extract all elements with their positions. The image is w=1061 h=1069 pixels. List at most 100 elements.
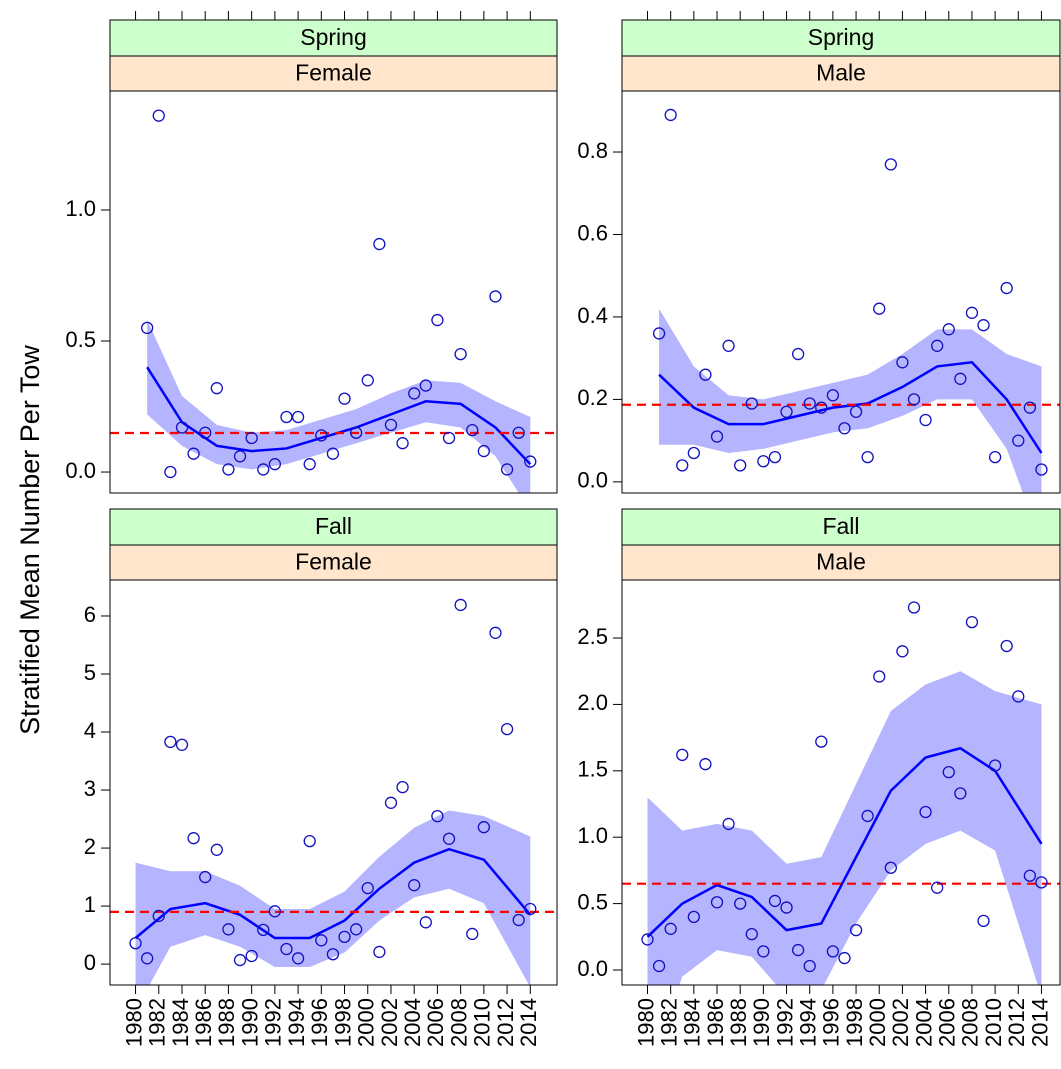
x-tick-label: 1986 bbox=[191, 998, 216, 1047]
data-point bbox=[233, 450, 247, 463]
x-tick-label: 2014 bbox=[516, 998, 541, 1047]
x-tick-label: 2000 bbox=[865, 998, 890, 1047]
season-label: Fall bbox=[822, 513, 859, 539]
x-tick-label: 1982 bbox=[145, 998, 170, 1047]
season-label: Spring bbox=[300, 24, 366, 50]
data-point bbox=[384, 796, 398, 809]
data-point bbox=[442, 431, 456, 445]
x-tick-label: 1998 bbox=[330, 998, 355, 1047]
season-label: Fall bbox=[315, 513, 352, 539]
data-point bbox=[512, 913, 525, 927]
x-tick-label: 1984 bbox=[680, 998, 705, 1047]
data-point bbox=[1000, 281, 1013, 295]
data-point bbox=[1035, 463, 1048, 476]
x-tick-label: 1980 bbox=[121, 998, 146, 1047]
data-point bbox=[965, 306, 979, 319]
data-point bbox=[780, 901, 793, 914]
season-strip bbox=[621, 19, 1061, 57]
data-point bbox=[1012, 690, 1025, 703]
data-point bbox=[361, 374, 374, 387]
data-point bbox=[954, 372, 967, 385]
data-point bbox=[745, 927, 758, 941]
data-point bbox=[408, 387, 421, 400]
x-tick-label: 2006 bbox=[423, 998, 448, 1047]
data-point bbox=[977, 914, 990, 928]
x-tick-label: 2004 bbox=[911, 998, 936, 1047]
y-tick-label: 1 bbox=[84, 892, 96, 917]
data-point bbox=[652, 327, 666, 340]
data-point bbox=[175, 738, 189, 751]
sex-label: Male bbox=[816, 549, 866, 575]
sex-label: Female bbox=[295, 60, 372, 86]
data-point bbox=[722, 817, 735, 831]
x-tick-label: 1984 bbox=[168, 998, 193, 1047]
data-point bbox=[233, 953, 247, 967]
x-tick-label: 2002 bbox=[888, 998, 913, 1047]
data-point bbox=[524, 902, 537, 916]
x-tick-label: 1992 bbox=[772, 998, 797, 1047]
data-point bbox=[919, 413, 932, 427]
panel-border bbox=[109, 579, 558, 986]
panel-border bbox=[621, 90, 1061, 494]
y-tick-label: 0.2 bbox=[577, 385, 608, 410]
panel-plot bbox=[622, 108, 1060, 493]
y-tick-label: 0.5 bbox=[577, 889, 608, 914]
data-point bbox=[849, 405, 863, 418]
data-point bbox=[791, 347, 805, 361]
x-tick-label: 1990 bbox=[749, 998, 774, 1047]
data-point bbox=[442, 832, 456, 845]
data-point bbox=[291, 410, 305, 424]
y-tick-label: 0.0 bbox=[65, 458, 96, 483]
season-label: Spring bbox=[808, 24, 874, 50]
data-point bbox=[826, 945, 840, 958]
data-point bbox=[734, 459, 747, 472]
y-tick-label: 2 bbox=[84, 834, 96, 859]
data-point bbox=[977, 319, 990, 332]
data-point bbox=[431, 810, 444, 823]
data-point bbox=[873, 670, 886, 683]
x-tick-label: 1994 bbox=[796, 998, 821, 1047]
data-point bbox=[641, 933, 654, 946]
data-point bbox=[919, 805, 932, 819]
panel-plot bbox=[110, 598, 557, 985]
y-tick-label: 5 bbox=[84, 660, 96, 685]
y-tick-label: 0.5 bbox=[65, 327, 96, 352]
sex-strip bbox=[109, 55, 558, 92]
x-tick-label: 2006 bbox=[935, 998, 960, 1047]
data-point bbox=[315, 934, 328, 947]
confidence-band bbox=[647, 671, 1042, 985]
data-point bbox=[164, 465, 177, 479]
data-point bbox=[699, 758, 712, 771]
data-point bbox=[349, 923, 363, 936]
data-point bbox=[664, 108, 677, 122]
data-point bbox=[408, 879, 421, 892]
data-point bbox=[326, 948, 340, 961]
data-point bbox=[687, 446, 700, 460]
y-tick-label: 1.0 bbox=[65, 196, 96, 221]
panel-border bbox=[109, 90, 558, 494]
data-point bbox=[907, 393, 921, 406]
sex-strip bbox=[109, 544, 558, 581]
data-point bbox=[722, 339, 735, 352]
x-tick-label: 2008 bbox=[446, 998, 471, 1047]
data-point bbox=[1023, 869, 1037, 882]
data-point bbox=[373, 945, 386, 959]
data-point bbox=[710, 896, 724, 909]
data-point bbox=[710, 430, 724, 443]
data-point bbox=[988, 759, 1002, 772]
season-strip bbox=[621, 508, 1061, 546]
data-point bbox=[303, 458, 316, 471]
data-point bbox=[896, 645, 909, 658]
data-point bbox=[419, 916, 432, 929]
data-point bbox=[199, 870, 212, 884]
season-strip bbox=[109, 508, 558, 546]
data-point bbox=[222, 463, 235, 476]
panel-border bbox=[621, 579, 1061, 986]
data-point bbox=[780, 405, 793, 418]
data-point bbox=[1035, 876, 1048, 889]
confidence-band bbox=[659, 308, 1042, 493]
x-tick-label: 1992 bbox=[261, 998, 286, 1047]
x-tick-label: 1988 bbox=[726, 998, 751, 1047]
data-point bbox=[652, 959, 666, 973]
data-point bbox=[745, 397, 758, 410]
